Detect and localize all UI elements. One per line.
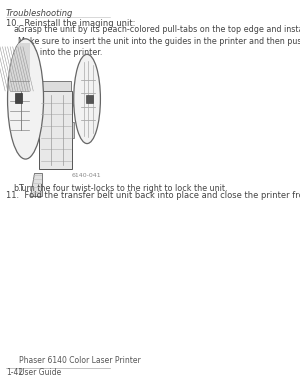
- Polygon shape: [30, 173, 42, 196]
- Text: 11.  Fold the transfer belt unit back into place and close the printer front cov: 11. Fold the transfer belt unit back int…: [6, 191, 300, 200]
- Text: 6140-041: 6140-041: [71, 173, 101, 178]
- FancyBboxPatch shape: [40, 81, 71, 91]
- FancyBboxPatch shape: [86, 95, 93, 103]
- Text: Grasp the unit by its peach-colored pull-tabs on the top edge and install the un: Grasp the unit by its peach-colored pull…: [18, 25, 300, 57]
- Text: 1-42: 1-42: [6, 368, 23, 377]
- Text: Phaser 6140 Color Laser Printer
User Guide: Phaser 6140 Color Laser Printer User Gui…: [19, 356, 140, 377]
- Text: 10.  Reinstall the imaging unit:: 10. Reinstall the imaging unit:: [6, 19, 135, 28]
- Polygon shape: [9, 43, 30, 91]
- FancyBboxPatch shape: [72, 122, 74, 138]
- Text: Troubleshooting: Troubleshooting: [6, 9, 73, 17]
- FancyBboxPatch shape: [40, 91, 72, 169]
- Text: Turn the four twist-locks to the right to lock the unit.: Turn the four twist-locks to the right t…: [18, 184, 227, 192]
- Text: b.: b.: [14, 184, 21, 192]
- FancyBboxPatch shape: [15, 93, 22, 103]
- Text: a.: a.: [14, 25, 21, 34]
- Circle shape: [74, 54, 100, 144]
- Circle shape: [8, 39, 44, 159]
